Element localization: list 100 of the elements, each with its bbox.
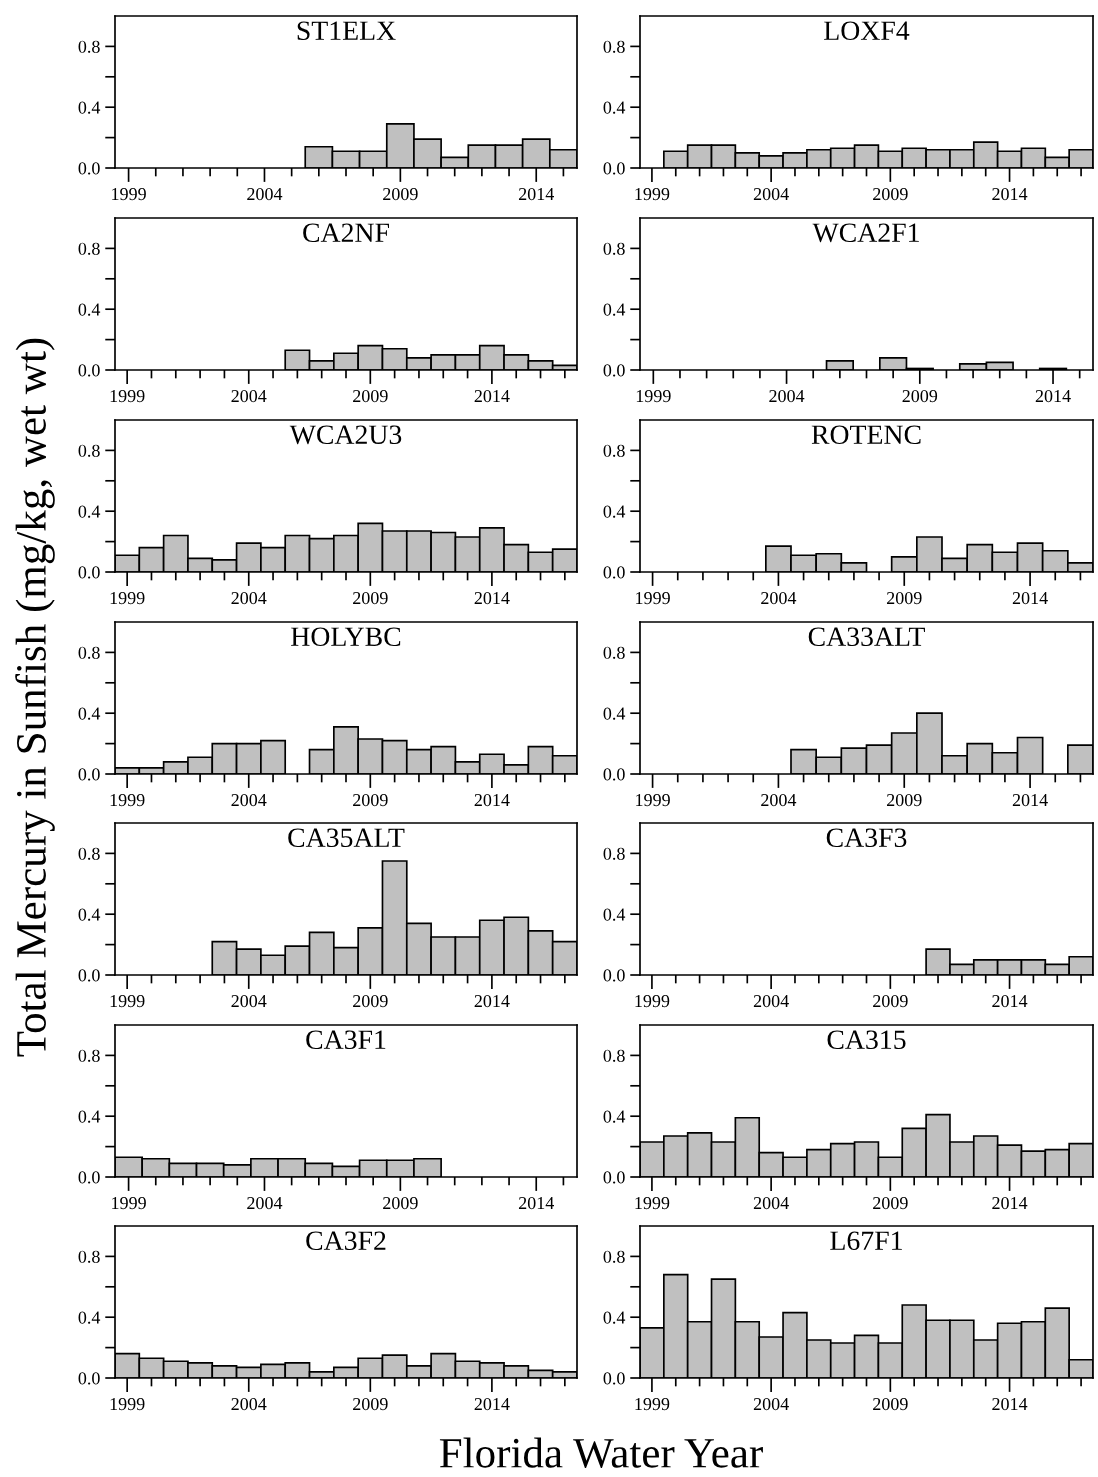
- chart-title: LOXF4: [824, 21, 910, 41]
- y-tick-label: 0.4: [78, 1110, 101, 1123]
- y-tick-label: 0.4: [603, 1110, 626, 1123]
- chart-title: L67F1: [830, 1231, 902, 1251]
- chart-title: CA315: [827, 1030, 906, 1050]
- x-tick-label: 2009: [873, 994, 908, 1008]
- x-tick-label: 1999: [635, 1398, 670, 1411]
- y-tick-label: 0.0: [603, 162, 625, 175]
- y-tick-label: 0.4: [603, 303, 626, 316]
- y-tick-label: 0.4: [603, 505, 626, 518]
- x-tick-label: 1999: [110, 1398, 145, 1411]
- chart-title: WCA2U3: [289, 425, 402, 445]
- y-tick-label: 0.0: [603, 1171, 625, 1184]
- x-tick-label: 1999: [112, 1197, 146, 1210]
- x-tick-label: 2009: [886, 591, 922, 605]
- x-tick-label: 1999: [110, 390, 145, 403]
- chart-title: CA33ALT: [808, 627, 925, 647]
- x-tick-label: 2004: [247, 1196, 283, 1210]
- x-tick-label: 2014: [1012, 793, 1048, 807]
- x-tick-label: 2009: [873, 1196, 908, 1210]
- x-tick-label: 2004: [231, 591, 267, 605]
- y-tick-label: 0.8: [78, 1049, 100, 1062]
- y-tick-label: 0.0: [603, 566, 625, 579]
- y-tick-label: 0.0: [603, 1372, 625, 1385]
- chart-title: CA3F2: [306, 1231, 386, 1251]
- x-tick-label: 2004: [753, 1196, 789, 1210]
- y-tick-label: 0.4: [78, 505, 101, 518]
- x-tick-label: 2014: [1012, 591, 1048, 605]
- x-tick-label: 1999: [635, 1197, 670, 1210]
- y-tick-label: 0.4: [78, 707, 101, 720]
- x-tick-label: 2004: [761, 793, 797, 807]
- y-tick-label: 0.4: [78, 303, 101, 316]
- x-tick-label: 2009: [353, 389, 388, 403]
- chart-title: CA35ALT: [288, 828, 405, 848]
- y-tick-label: 0.4: [603, 1311, 626, 1324]
- chart-title: WCA2F1: [812, 223, 919, 243]
- y-tick-label: 0.8: [78, 847, 100, 860]
- y-tick-label: 0.8: [78, 646, 100, 659]
- y-tick-label: 0.8: [603, 40, 625, 53]
- x-tick-label: 2004: [231, 389, 267, 403]
- y-tick-label: 0.8: [603, 847, 625, 860]
- x-tick-label: 2004: [769, 389, 805, 403]
- x-tick-label: 2014: [518, 187, 555, 201]
- y-tick-label: 0.4: [78, 908, 101, 921]
- x-tick-label: 2004: [753, 994, 789, 1008]
- x-tick-label: 1999: [635, 995, 670, 1008]
- chart-title: CA2NF: [303, 223, 389, 243]
- x-tick-label: 1999: [110, 995, 145, 1008]
- y-tick-label: 0.0: [78, 768, 100, 781]
- y-tick-label: 0.8: [78, 444, 100, 457]
- x-tick-label: 2009: [353, 793, 388, 807]
- x-tick-label: 2004: [247, 187, 283, 201]
- y-tick-label: 0.8: [603, 1250, 625, 1263]
- y-tick-label: 0.0: [78, 1171, 100, 1184]
- y-tick-label: 0.8: [603, 242, 625, 255]
- chart-title: HOLYBC: [291, 627, 401, 647]
- y-tick-label: 0.8: [78, 242, 100, 255]
- y-tick-label: 0.0: [603, 768, 625, 781]
- y-tick-label: 0.8: [78, 1250, 100, 1263]
- y-tick-label: 0.4: [78, 101, 101, 114]
- y-tick-label: 0.4: [78, 1311, 101, 1324]
- x-tick-label: 2014: [518, 1196, 555, 1210]
- x-tick-label: 2009: [383, 187, 418, 201]
- x-tick-label: 2014: [992, 1196, 1028, 1210]
- x-tick-label: 2014: [474, 389, 510, 403]
- x-tick-label: 2009: [383, 1196, 418, 1210]
- y-tick-label: 0.4: [603, 908, 626, 921]
- x-tick-label: 2014: [474, 793, 510, 807]
- x-tick-label: 2009: [353, 1397, 388, 1411]
- x-tick-label: 2004: [761, 591, 797, 605]
- x-tick-label: 2004: [753, 187, 789, 201]
- x-tick-label: 1999: [110, 794, 145, 807]
- x-tick-label: 2004: [231, 994, 267, 1008]
- chart-title: CA3F3: [826, 828, 907, 848]
- x-tick-label: 2014: [992, 1397, 1028, 1411]
- x-tick-label: 2009: [886, 793, 922, 807]
- x-tick-label: 2009: [353, 994, 388, 1008]
- y-tick-label: 0.0: [603, 364, 625, 377]
- x-tick-label: 2004: [231, 1397, 267, 1411]
- x-tick-label: 2014: [474, 591, 510, 605]
- x-tick-label: 2009: [353, 591, 388, 605]
- chart-title: ST1ELX: [297, 21, 396, 41]
- x-tick-label: 2014: [992, 994, 1028, 1008]
- x-tick-label: 2014: [1035, 389, 1071, 403]
- x-tick-label: 1999: [636, 592, 670, 605]
- y-tick-label: 0.8: [603, 646, 625, 659]
- x-tick-label: 1999: [635, 188, 670, 201]
- y-tick-label: 0.0: [78, 162, 100, 175]
- y-tick-label: 0.0: [78, 566, 100, 579]
- y-tick-label: 0.4: [603, 101, 626, 114]
- y-tick-label: 0.4: [603, 707, 626, 720]
- x-tick-label: 1999: [636, 390, 671, 403]
- y-tick-label: 0.8: [78, 40, 100, 53]
- x-tick-label: 2009: [873, 1397, 908, 1411]
- y-tick-label: 0.8: [603, 1049, 625, 1062]
- x-tick-label: 2014: [992, 187, 1028, 201]
- chart-title: ROTENC: [811, 425, 921, 445]
- x-tick-label: 2004: [231, 793, 267, 807]
- y-tick-label: 0.8: [603, 444, 625, 457]
- y-tick-label: 0.0: [603, 969, 625, 982]
